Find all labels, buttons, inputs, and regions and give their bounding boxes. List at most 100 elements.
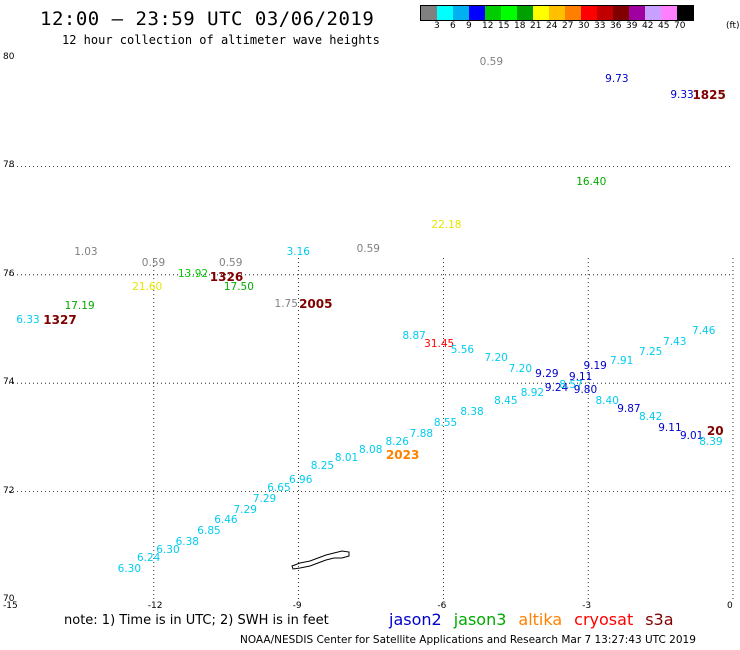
wave-height-value: 7.29 — [252, 492, 277, 505]
x-tick-label: 0 — [727, 601, 733, 611]
wave-height-value: 6.24 — [136, 552, 161, 565]
y-tick-label: 72 — [3, 485, 15, 496]
legend-swatch — [565, 6, 581, 20]
legend-swatch — [597, 6, 613, 20]
wave-height-value: 9.87 — [617, 403, 641, 416]
pass-time-label: 20 — [706, 423, 724, 438]
wave-height-value: 6.30 — [156, 544, 180, 557]
wave-height-value: 17.19 — [64, 300, 95, 313]
wave-height-value: 31.45 — [424, 338, 455, 351]
wave-height-value: 17.50 — [223, 281, 254, 294]
legend-swatch — [661, 6, 677, 20]
legend-swatch — [549, 6, 565, 20]
y-tick-label: 80 — [3, 52, 15, 62]
wave-height-value: 8.42 — [638, 411, 663, 424]
wave-height-value: 9.11 — [568, 370, 593, 383]
x-tick-label: -9 — [292, 601, 302, 611]
satellite-name-s3a: s3a — [645, 610, 674, 629]
wave-height-value: 5.56 — [450, 343, 475, 356]
wave-height-value: 8.39 — [699, 435, 723, 448]
wave-height-value: 8.92 — [520, 387, 545, 400]
y-tick-label: 74 — [3, 377, 15, 388]
pass-time-label: 2023 — [385, 448, 420, 463]
wave-height-value: 8.57 — [559, 378, 583, 391]
legend-label: 24 — [546, 21, 558, 31]
wave-height-value: 9.80 — [573, 384, 598, 397]
legend-label: 12 — [482, 21, 494, 31]
legend-label: 18 — [514, 21, 526, 31]
legend-swatch — [485, 6, 501, 20]
legend-label: 30 — [578, 21, 590, 31]
legend-label: 36 — [610, 21, 622, 31]
wave-height-value: 6.96 — [289, 473, 313, 486]
legend-swatch — [469, 6, 485, 20]
legend-swatch — [613, 6, 629, 20]
pass-time-label: 1327 — [43, 312, 77, 327]
wave-height-value: 7.88 — [409, 427, 434, 440]
wave-height-value: 22.18 — [431, 219, 462, 232]
wave-height-value: 7.46 — [692, 324, 716, 337]
legend-swatch — [645, 6, 661, 20]
footnote: note: 1) Time is in UTC; 2) SWH is in fe… — [64, 613, 329, 628]
wave-height-value: 6.65 — [267, 481, 291, 494]
legend-label: 39 — [626, 21, 638, 31]
legend-swatch — [581, 6, 597, 20]
wave-height-value: 7.20 — [484, 351, 508, 364]
legend-swatch — [533, 6, 549, 20]
x-tick-label: -15 — [3, 601, 18, 611]
legend-label: 15 — [498, 21, 510, 31]
wave-height-value: 0.59 — [479, 56, 504, 69]
wave-height-value: 6.85 — [197, 525, 221, 538]
wave-height-value: 9.73 — [605, 72, 629, 85]
legend-label: 27 — [562, 21, 574, 31]
wave-height-value: 6.38 — [175, 536, 199, 549]
legend-swatch — [437, 6, 453, 20]
wave-height-value: 8.87 — [402, 330, 426, 343]
satellite-name-jason2: jason2 — [389, 610, 442, 629]
legend-swatch — [517, 6, 533, 20]
legend-label: 70 — [674, 21, 686, 31]
legend-swatch — [453, 6, 469, 20]
wave-height-value: 1.03 — [74, 246, 98, 259]
y-tick-label: 76 — [3, 268, 15, 279]
wave-height-value: 1.75 — [274, 297, 298, 310]
legend-label: 33 — [594, 21, 606, 31]
satellite-name-altika: altika — [518, 610, 563, 629]
legend-unit: (ft) — [726, 21, 740, 31]
y-tick-label: 70 — [3, 594, 15, 604]
legend-label: 6 — [450, 21, 456, 31]
map-subtitle: 12 hour collection of altimeter wave hei… — [62, 33, 380, 47]
wave-height-value: 13.92 — [178, 267, 209, 280]
wave-height-value: 7.91 — [609, 354, 634, 367]
wave-height-value: 9.01 — [679, 430, 704, 443]
wave-height-value: 3.16 — [286, 246, 310, 259]
color-legend-labels: 3 6 9 12 15 18 21 24 27 30 33 36 39 42 45 70 (ft) — [420, 21, 740, 33]
wave-height-value: 8.26 — [385, 435, 409, 448]
wave-height-value: 0.59 — [356, 243, 380, 256]
pass-time-label: 1825 — [692, 87, 726, 102]
wave-height-value: 9.19 — [583, 359, 607, 372]
legend-label: 45 — [658, 21, 670, 31]
wave-height-value: 8.01 — [334, 452, 359, 465]
legend-label: 42 — [642, 21, 654, 31]
x-tick-label: -3 — [582, 601, 592, 611]
wave-height-value: 8.38 — [460, 406, 484, 418]
pass-time-label: 2005 — [299, 296, 333, 311]
wave-height-value: 8.40 — [595, 395, 619, 408]
credit-line: NOAA/NESDIS Center for Satellite Applica… — [240, 634, 696, 646]
wave-height-value: 6.46 — [214, 514, 238, 527]
legend-label: 9 — [466, 21, 472, 31]
wave-height-value: 9.11 — [658, 422, 682, 435]
satellite-name-cryosat: cryosat — [574, 610, 634, 629]
wave-height-value: 7.25 — [638, 346, 663, 359]
wave-height-value: 8.55 — [433, 416, 458, 429]
wave-height-value: 0.59 — [219, 256, 243, 269]
wave-height-value: 7.29 — [233, 503, 257, 516]
wave-height-value: 8.25 — [310, 460, 335, 473]
legend-label: 3 — [434, 21, 440, 31]
satellite-legend: jason2 jason3 altika cryosat s3a — [389, 610, 686, 629]
wave-height-value: 9.24 — [544, 381, 569, 394]
wave-height-value: 8.08 — [359, 443, 383, 456]
wave-height-value: 21.60 — [132, 281, 163, 294]
legend-swatch — [421, 6, 437, 20]
